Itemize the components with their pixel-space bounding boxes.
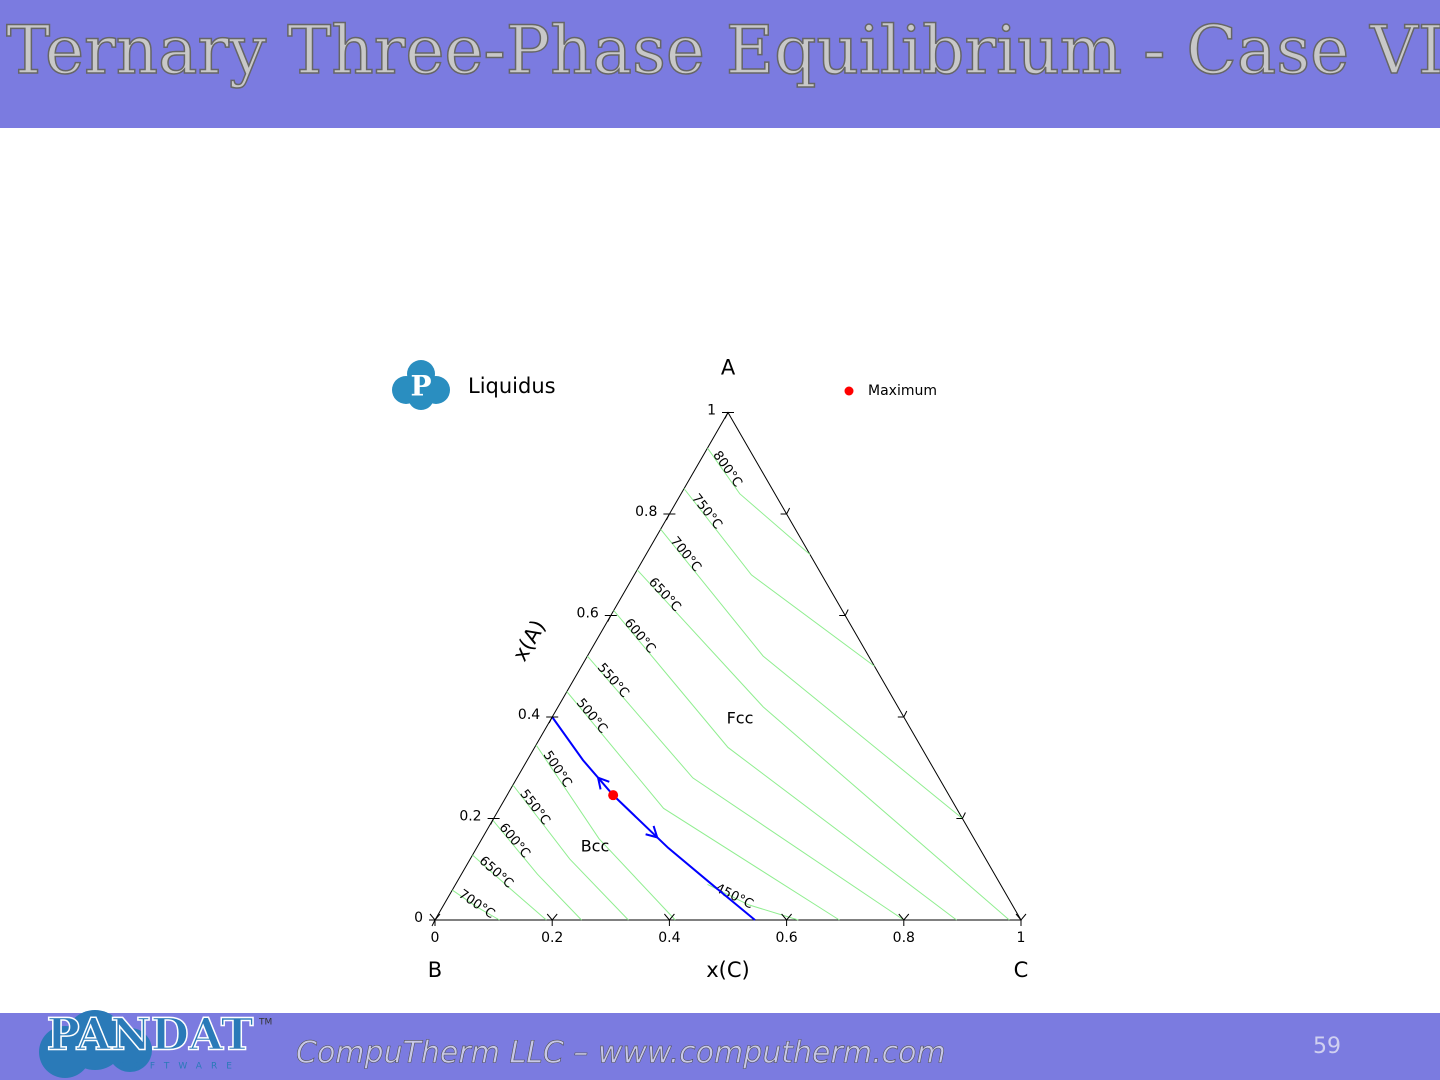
y-tick-label: 0.8 (635, 504, 657, 520)
y-tick-label: 1 (707, 403, 716, 419)
y-tick-label: 0.4 (518, 707, 540, 723)
x-tick (664, 913, 675, 926)
vertex-label: A (721, 356, 736, 380)
x-tick-label: 1 (1017, 930, 1026, 946)
footer-band (0, 1013, 1440, 1080)
isotherm (613, 610, 957, 921)
isotherm (586, 655, 905, 921)
logo-subtext: SOFTWARE (119, 1062, 241, 1072)
x-axis-title: x(C) (706, 958, 749, 982)
y-tick (487, 818, 500, 825)
chart-logo: P (392, 360, 450, 410)
isotherm-label: 600°C (621, 616, 658, 657)
region-label: Fcc (727, 709, 754, 728)
logo-text: PANDAT (47, 1010, 254, 1061)
isotherm-label: 750°C (688, 491, 725, 532)
isotherm (566, 691, 840, 921)
pandat-logo: PANDAT SOFTWARE TM (39, 1009, 272, 1078)
y-tick-label: 0.6 (577, 606, 599, 622)
vertex-label: B (428, 958, 442, 982)
logo-tm: TM (258, 1018, 272, 1028)
isotherm-label: 500°C (573, 696, 610, 737)
arrow-head (596, 776, 610, 790)
legend-label: Maximum (868, 383, 937, 399)
isotherm-label: 450°C (713, 881, 756, 912)
x-tick (546, 913, 558, 926)
isotherm (683, 488, 875, 667)
slide-title: Ternary Three-Phase Equilibrium - Case V… (6, 12, 1440, 89)
isotherm (452, 889, 500, 921)
region-label: Bcc (581, 837, 610, 856)
y-axis-title: x(A) (508, 616, 550, 665)
header-band (0, 0, 1440, 128)
right-tick (780, 507, 791, 515)
isotherm-label: 550°C (594, 660, 632, 700)
x-tick-label: 0.4 (658, 930, 680, 946)
isotherm-label: 650°C (476, 854, 516, 892)
chart-title: Liquidus (468, 374, 556, 398)
y-tick (722, 412, 734, 419)
logo-letter: P (410, 370, 431, 403)
isotherm-label: 500°C (540, 748, 575, 790)
y-tick-label: 0.2 (459, 809, 481, 825)
right-tick (956, 812, 966, 819)
isotherm (472, 854, 547, 921)
univariant-line (551, 716, 756, 921)
isotherm-label: 700°C (456, 887, 498, 922)
isotherm (535, 744, 676, 921)
vertex-label: C (1014, 958, 1029, 982)
isotherm-label: 800°C (709, 448, 745, 490)
isotherm (660, 528, 963, 819)
x-tick-label: 0.2 (541, 930, 563, 946)
page-number: 59 (1313, 1034, 1341, 1059)
y-tick (546, 716, 559, 724)
isotherm (492, 819, 582, 921)
legend-marker (844, 386, 854, 396)
arrow-head (645, 825, 659, 839)
x-tick-label: 0.6 (775, 930, 797, 946)
x-tick-label: 0 (431, 930, 440, 946)
right-tick (839, 609, 849, 616)
y-tick-label: 0 (414, 910, 423, 926)
isotherm (707, 447, 811, 555)
isotherm (636, 569, 1010, 921)
x-tick-label: 0.8 (893, 930, 915, 946)
x-tick (1015, 913, 1027, 926)
y-tick (604, 615, 617, 622)
y-tick (663, 513, 676, 521)
x-tick (898, 913, 910, 926)
isotherm-label: 650°C (645, 575, 683, 615)
isotherm-label: 550°C (516, 787, 552, 828)
isotherm-label: 600°C (496, 821, 533, 862)
x-tick (781, 913, 792, 926)
ternary-plot: 800°C750°C700°C650°C600°C550°C500°C500°C… (414, 356, 1028, 983)
maximum-point (608, 790, 619, 801)
footer-text: CompuTherm LLC – www.computherm.com (296, 1036, 946, 1071)
isotherm (512, 784, 629, 921)
x-tick (429, 913, 441, 926)
right-tick (897, 710, 908, 718)
isotherm-label: 700°C (667, 534, 704, 575)
